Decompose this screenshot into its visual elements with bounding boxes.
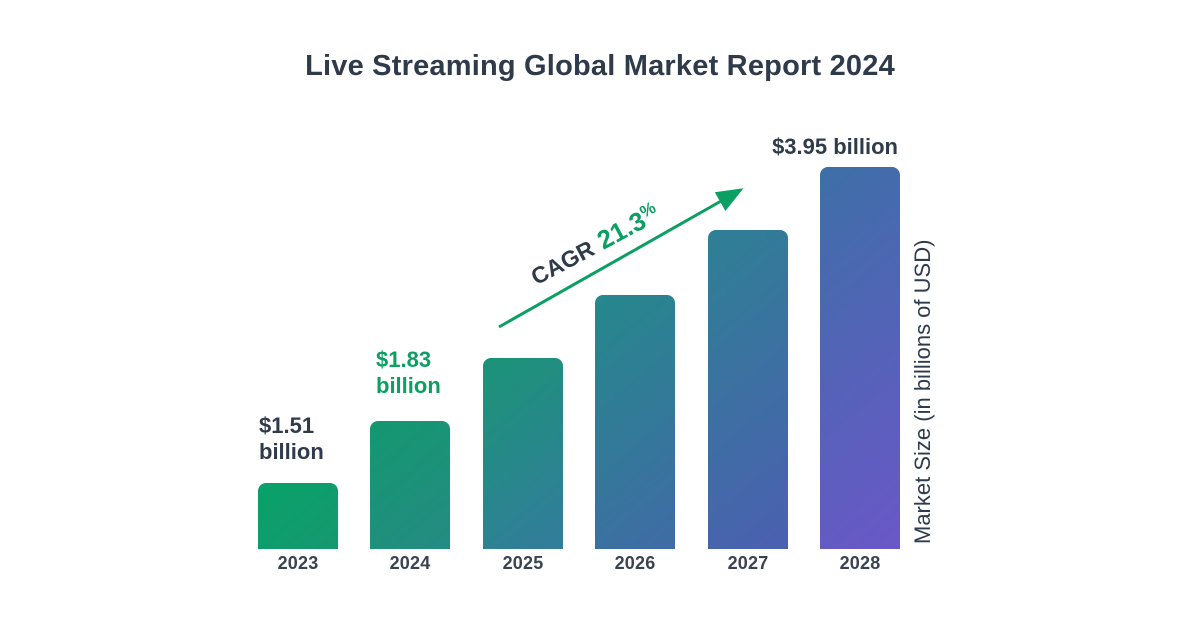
trend-arrow-icon xyxy=(498,188,744,329)
value-label-2024-line2: billion xyxy=(376,373,441,398)
value-label-2023: $1.51 billion xyxy=(259,413,324,465)
x-axis-label-2025: 2025 xyxy=(502,553,544,573)
value-label-2023-line2: billion xyxy=(259,439,324,464)
x-axis-label-2023: 2023 xyxy=(277,553,319,573)
x-axis-label-2027: 2027 xyxy=(727,553,769,573)
value-label-2023-line1: $1.51 xyxy=(259,413,315,438)
bar-2024 xyxy=(370,421,450,549)
chart-title: Live Streaming Global Market Report 2024 xyxy=(305,50,895,82)
x-axis-label-2028: 2028 xyxy=(839,553,881,573)
bar-2027 xyxy=(708,230,788,549)
bar-2023 xyxy=(258,483,338,549)
x-axis-label-2024: 2024 xyxy=(389,553,431,573)
value-label-2024-line1: $1.83 xyxy=(376,347,432,372)
value-label-2024: $1.83 billion xyxy=(376,347,441,399)
bar-2026 xyxy=(595,295,675,549)
y-axis-label: Market Size (in billions of USD) xyxy=(910,239,935,545)
bar-2028 xyxy=(820,167,900,549)
x-axis-label-2026: 2026 xyxy=(614,553,656,573)
bar-2025 xyxy=(483,358,563,549)
value-label-2028: $3.95 billion xyxy=(772,134,898,159)
